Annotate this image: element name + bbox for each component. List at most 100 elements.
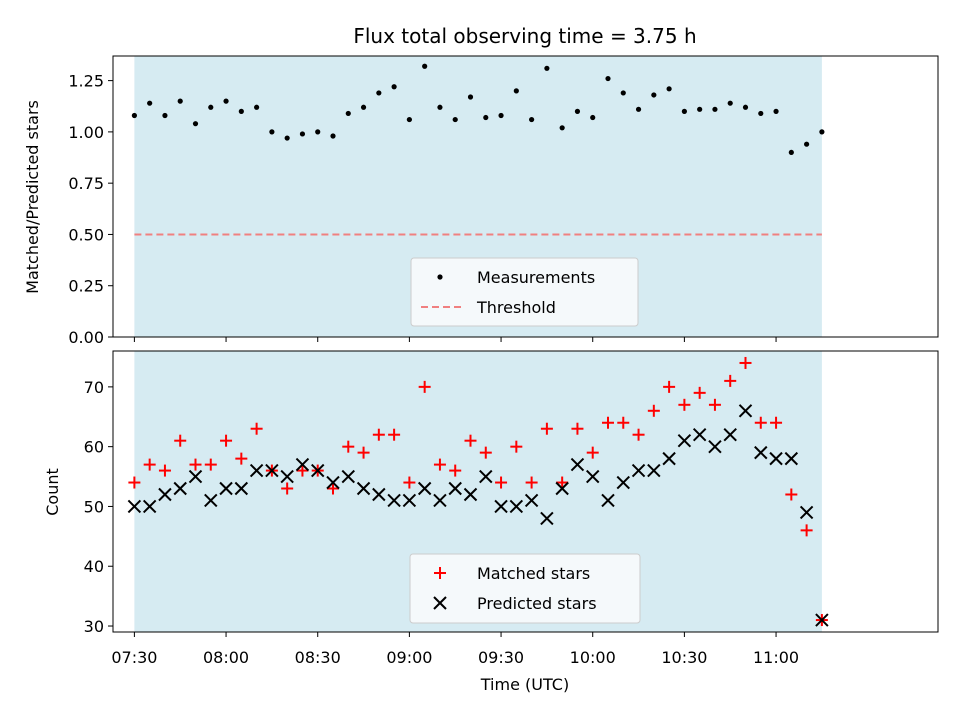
predicted-star-point (692, 427, 707, 442)
matched-star-point (571, 422, 584, 435)
matched-star-point (357, 446, 370, 459)
predicted-star-point (524, 493, 539, 508)
bottom-y-ticks: 30 40 50 60 70 (84, 378, 113, 636)
measurement-point (620, 90, 626, 96)
predicted-star-point (265, 463, 279, 478)
matched-star-point (663, 380, 676, 393)
measurement-point (254, 104, 260, 110)
predicted-star-point (173, 481, 187, 496)
x-tick-label: 10:00 (570, 648, 616, 667)
predicted-star-point (647, 463, 661, 478)
predicted-star-point (372, 487, 386, 502)
matched-star-point (770, 416, 783, 429)
matched-star-point (602, 416, 614, 429)
predicted-star-point (463, 487, 478, 502)
matched-star-point (724, 374, 737, 387)
measurement-point (529, 116, 535, 123)
measurement-point (727, 100, 733, 106)
matched-star-point (174, 434, 187, 447)
measurement-point (177, 98, 183, 104)
measurement-point (422, 63, 428, 69)
measurement-point (574, 108, 581, 114)
y-tick-label: 70 (84, 378, 104, 397)
predicted-star-point (326, 475, 340, 490)
measurement-point (773, 108, 779, 114)
bottom-x-ticks: 07:30 08:00 08:30 09:00 09:30 10:00 10:30 11:00 (111, 632, 799, 667)
matched-star-point (433, 458, 446, 471)
matched-star-point (708, 398, 721, 411)
bottom-plot-frame (112, 350, 939, 633)
measurement-point (758, 110, 764, 117)
legend-matched-marker (434, 567, 446, 579)
legend-predicted-label: Predicted stars (477, 594, 597, 613)
x-tick-label: 07:30 (111, 648, 157, 667)
matched-star-point (739, 356, 752, 369)
matched-star-point (128, 476, 141, 489)
predicted-star-point (708, 439, 722, 454)
measurement-point (391, 84, 397, 90)
predicted-star-point (754, 445, 768, 460)
measurement-point (147, 100, 153, 106)
measurement-point (712, 106, 718, 112)
matched-star-point (281, 482, 294, 495)
matched-star-point (204, 458, 217, 471)
matched-star-point (556, 476, 569, 489)
matched-star-point (647, 404, 660, 417)
legend-measurements-label: Measurements (477, 268, 595, 287)
measurement-point (452, 116, 458, 123)
bottom-axes: 30 40 50 60 70 07:30 08:00 08:30 09:00 09:30 10:0… (43, 350, 939, 694)
predicted-star-point (234, 481, 249, 496)
measurement-point (376, 90, 382, 96)
matched-star-point (449, 464, 462, 477)
measurement-point (513, 88, 519, 94)
predicted-star-point (784, 451, 799, 466)
predicted-star-point (570, 457, 585, 472)
measurement-point (788, 149, 794, 156)
measurement-point (345, 110, 351, 117)
top-plot-frame (112, 55, 939, 338)
predicted-star-point (769, 451, 783, 466)
top-y-ticks: 0.00 0.25 0.50 0.75 1.00 1.25 (68, 72, 113, 347)
y-tick-label: 1.00 (68, 123, 104, 142)
predicted-star-point (448, 481, 462, 496)
predicted-star-point (387, 493, 401, 508)
measurement-point (467, 94, 474, 100)
measurement-point (284, 135, 290, 141)
predicted-star-point (723, 427, 737, 442)
legend-predicted-marker (433, 596, 447, 610)
x-tick-label: 09:00 (386, 648, 432, 667)
top-legend: Measurements Threshold (410, 257, 639, 327)
matched-star-point (632, 428, 645, 441)
matched-star-point (189, 458, 202, 471)
matched-star-point (800, 524, 813, 537)
predicted-star-point (219, 481, 233, 496)
predicted-star-point (479, 469, 493, 484)
predicted-star-point (295, 457, 310, 472)
matched-star-point (678, 398, 691, 411)
predicted-star-point (433, 493, 447, 508)
legend-threshold-label: Threshold (476, 298, 556, 317)
measurement-point (162, 112, 168, 119)
matched-star-point (250, 422, 263, 435)
predicted-star-point (311, 463, 325, 478)
measurement-point (498, 112, 504, 119)
x-tick-label: 09:30 (478, 648, 524, 667)
measurement-point (299, 131, 306, 137)
matched-star-point (617, 416, 630, 429)
top-marks (131, 63, 825, 236)
matched-star-point (495, 476, 508, 489)
matched-star-point (296, 464, 309, 477)
measurement-point (238, 108, 244, 114)
measurement-point (483, 114, 489, 121)
top-legend-box (410, 257, 639, 327)
measurement-point (819, 129, 825, 135)
measurement-point (192, 121, 199, 127)
matched-star-point (754, 416, 767, 429)
top-y-axis-label: Matched/Predicted stars (23, 100, 42, 294)
matched-star-point (235, 452, 248, 465)
bottom-x-axis-label: Time (UTC) (480, 675, 569, 694)
predicted-star-point (280, 469, 294, 484)
y-tick-label: 50 (84, 497, 104, 516)
predicted-star-point (677, 433, 692, 448)
